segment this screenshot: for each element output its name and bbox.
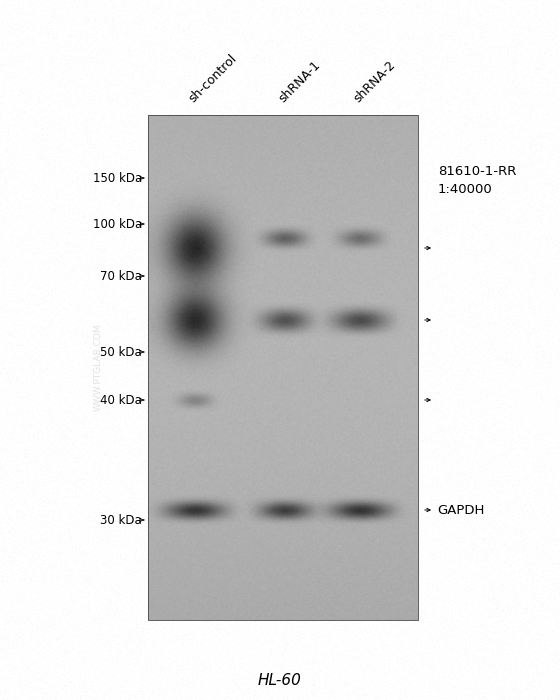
Text: 100 kDa: 100 kDa: [93, 218, 142, 230]
Text: HL-60: HL-60: [258, 673, 302, 688]
Text: shRNA-2: shRNA-2: [351, 58, 398, 105]
Text: 30 kDa: 30 kDa: [100, 514, 142, 526]
Text: WWW.PTGLAB.COM: WWW.PTGLAB.COM: [94, 323, 102, 412]
Text: sh-control: sh-control: [186, 52, 239, 105]
Text: 50 kDa: 50 kDa: [100, 346, 142, 358]
Text: shRNA-1: shRNA-1: [276, 58, 323, 105]
Text: GAPDH: GAPDH: [437, 503, 484, 517]
Text: 150 kDa: 150 kDa: [93, 172, 142, 185]
Bar: [148, 115, 418, 620]
Text: 81610-1-RR
1:40000: 81610-1-RR 1:40000: [438, 165, 516, 196]
Text: 70 kDa: 70 kDa: [100, 270, 142, 283]
Text: 40 kDa: 40 kDa: [100, 393, 142, 407]
